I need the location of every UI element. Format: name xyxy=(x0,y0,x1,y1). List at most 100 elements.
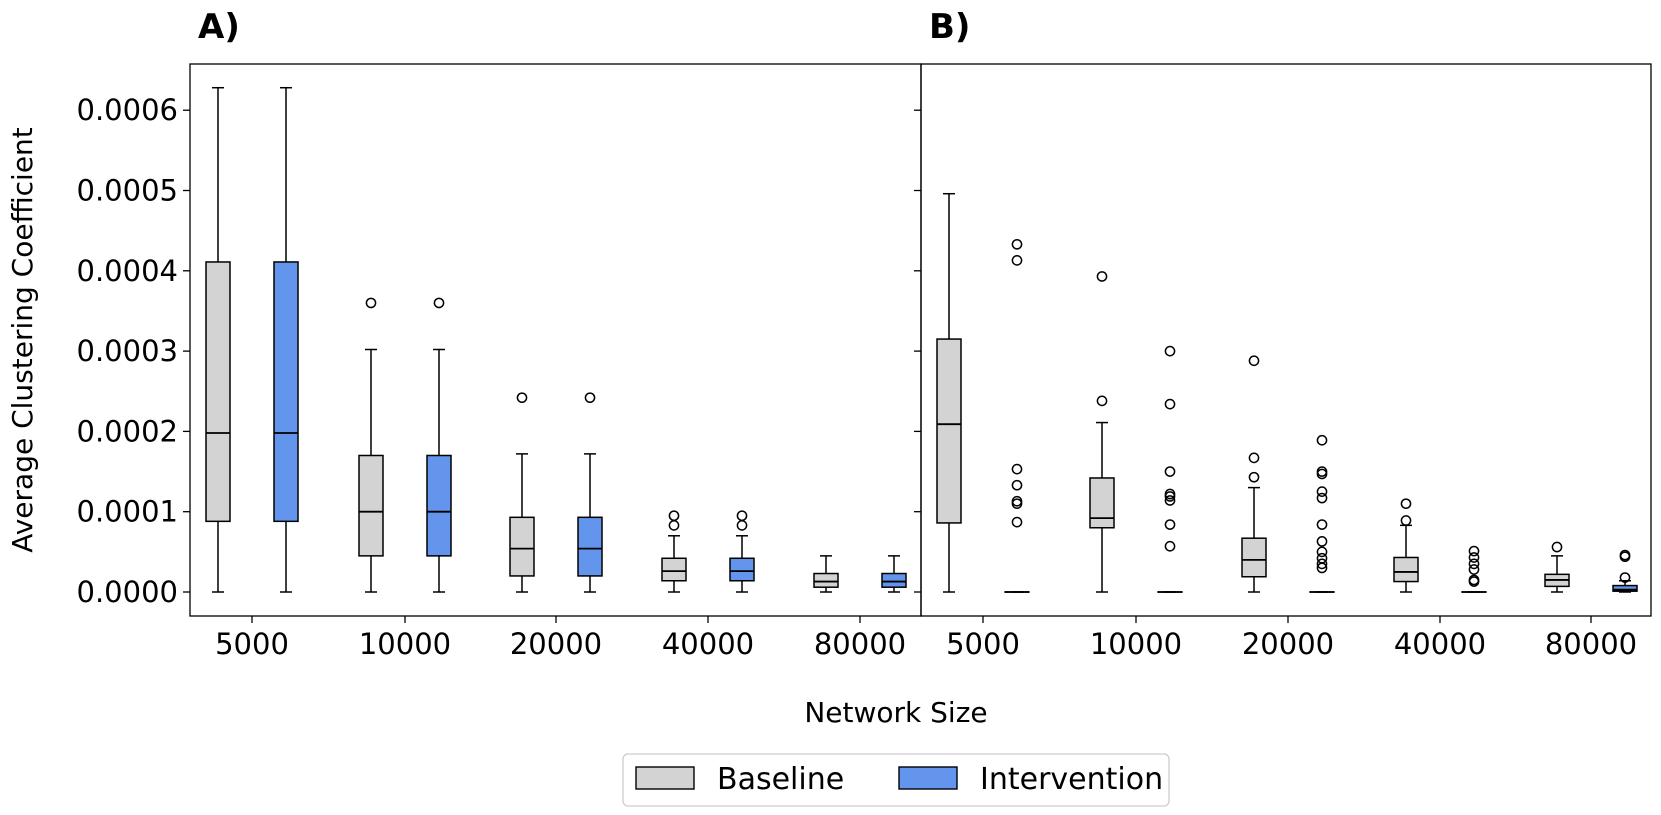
outlier-point xyxy=(1011,495,1023,507)
outlier-point xyxy=(1316,519,1328,530)
outlier-point xyxy=(433,297,445,309)
legend-frame xyxy=(622,753,1170,807)
y-tick-label: 0.0004 xyxy=(77,254,178,288)
x-tick-label: 40000 xyxy=(1394,627,1486,661)
box-intervention-10000 xyxy=(426,297,452,593)
series-intervention xyxy=(273,86,907,593)
x-tick-label: 10000 xyxy=(359,627,451,661)
outlier-point xyxy=(1316,546,1328,558)
outlier-point xyxy=(1164,466,1176,477)
outlier-point xyxy=(736,520,748,531)
outlier-point xyxy=(516,392,528,404)
box-body xyxy=(509,516,535,577)
outlier-point xyxy=(1468,545,1480,557)
outlier-point xyxy=(1316,434,1328,446)
box-intervention-5000 xyxy=(1004,238,1030,593)
box-intervention-20000 xyxy=(1309,434,1335,593)
box-baseline-5000 xyxy=(936,192,962,593)
y-tick-label: 0.0006 xyxy=(77,93,178,127)
box-body xyxy=(881,572,907,588)
box-baseline-80000 xyxy=(1544,541,1570,593)
box-body xyxy=(426,454,452,557)
x-tick-label: 20000 xyxy=(1242,627,1334,661)
box-baseline-40000 xyxy=(1393,498,1419,593)
x-tick-label: 10000 xyxy=(1090,627,1182,661)
box-intervention-80000 xyxy=(881,555,907,593)
series-baseline xyxy=(205,86,839,593)
outlier-point xyxy=(1164,495,1176,506)
outlier-point xyxy=(1468,574,1480,586)
box-body xyxy=(1393,556,1419,583)
x-tick-label: 80000 xyxy=(814,627,906,661)
box-intervention-80000 xyxy=(1612,549,1638,593)
box-body xyxy=(936,338,962,524)
outlier-point xyxy=(1551,541,1563,553)
series-intervention xyxy=(1004,238,1638,593)
panel-label: B) xyxy=(929,7,970,47)
outlier-point xyxy=(1468,552,1480,563)
x-tick-label: 5000 xyxy=(946,627,1020,661)
legend-swatch-intervention xyxy=(898,766,958,790)
x-tick-label: 20000 xyxy=(510,627,602,661)
outlier-point xyxy=(1468,558,1480,570)
x-tick-label: 80000 xyxy=(1545,627,1637,661)
outlier-point xyxy=(1096,395,1108,407)
outlier-point xyxy=(736,510,748,522)
outlier-point xyxy=(1316,486,1328,497)
outlier-point xyxy=(1164,488,1176,500)
box-body xyxy=(661,557,687,582)
box-intervention-40000 xyxy=(1461,545,1487,593)
box-body xyxy=(273,261,299,523)
box-intervention-5000 xyxy=(273,86,299,593)
outlier-point xyxy=(668,520,680,531)
outlier-point xyxy=(1164,398,1176,410)
outlier-point xyxy=(1011,479,1023,491)
outlier-point xyxy=(1011,516,1023,528)
y-tick-label: 0.0003 xyxy=(77,334,178,368)
y-tick-label: 0.0000 xyxy=(77,575,178,609)
outlier-point xyxy=(584,392,596,404)
box-body xyxy=(577,516,603,577)
box-baseline-40000 xyxy=(661,510,687,593)
outlier-point xyxy=(1011,255,1023,266)
box-body xyxy=(205,261,231,523)
box-baseline-10000 xyxy=(1089,271,1115,593)
box-body xyxy=(813,572,839,588)
outlier-point xyxy=(1248,355,1260,367)
legend-swatch-baseline xyxy=(635,766,695,790)
box-body xyxy=(1241,537,1267,578)
series-baseline xyxy=(936,192,1570,593)
outlier-point xyxy=(1316,552,1328,564)
box-body xyxy=(729,557,755,582)
box-intervention-10000 xyxy=(1157,345,1183,593)
y-tick-label: 0.0002 xyxy=(77,414,178,448)
y-tick-label: 0.0001 xyxy=(77,495,178,529)
box-intervention-40000 xyxy=(729,510,755,593)
outlier-point xyxy=(1400,498,1412,510)
outlier-point xyxy=(1248,471,1260,483)
box-intervention-20000 xyxy=(577,392,603,593)
x-tick-label: 5000 xyxy=(215,627,289,661)
outlier-point xyxy=(1164,540,1176,552)
outlier-point xyxy=(1164,345,1176,357)
box-body xyxy=(358,454,384,557)
outlier-point xyxy=(1316,466,1328,477)
box-body xyxy=(1612,584,1638,592)
y-tick-label: 0.0005 xyxy=(77,174,178,208)
panel-a: A) 0.0000 0.0001 0.0002 0.0003 0.0004 0.0005 0.… xyxy=(77,7,922,661)
outlier-point xyxy=(1468,564,1480,575)
legend: Baseline Intervention xyxy=(622,753,1170,807)
outlier-point xyxy=(1248,452,1260,464)
outlier-point xyxy=(1164,519,1176,530)
box-baseline-20000 xyxy=(509,392,535,593)
plot-frame xyxy=(920,63,1652,617)
outlier-point xyxy=(365,297,377,309)
outlier-point xyxy=(1011,238,1023,250)
box-baseline-20000 xyxy=(1241,355,1267,593)
box-baseline-5000 xyxy=(205,86,231,593)
outlier-point xyxy=(1011,463,1023,475)
outlier-point xyxy=(1400,515,1412,526)
x-tick-label: 40000 xyxy=(662,627,754,661)
outlier-point xyxy=(1316,558,1328,570)
